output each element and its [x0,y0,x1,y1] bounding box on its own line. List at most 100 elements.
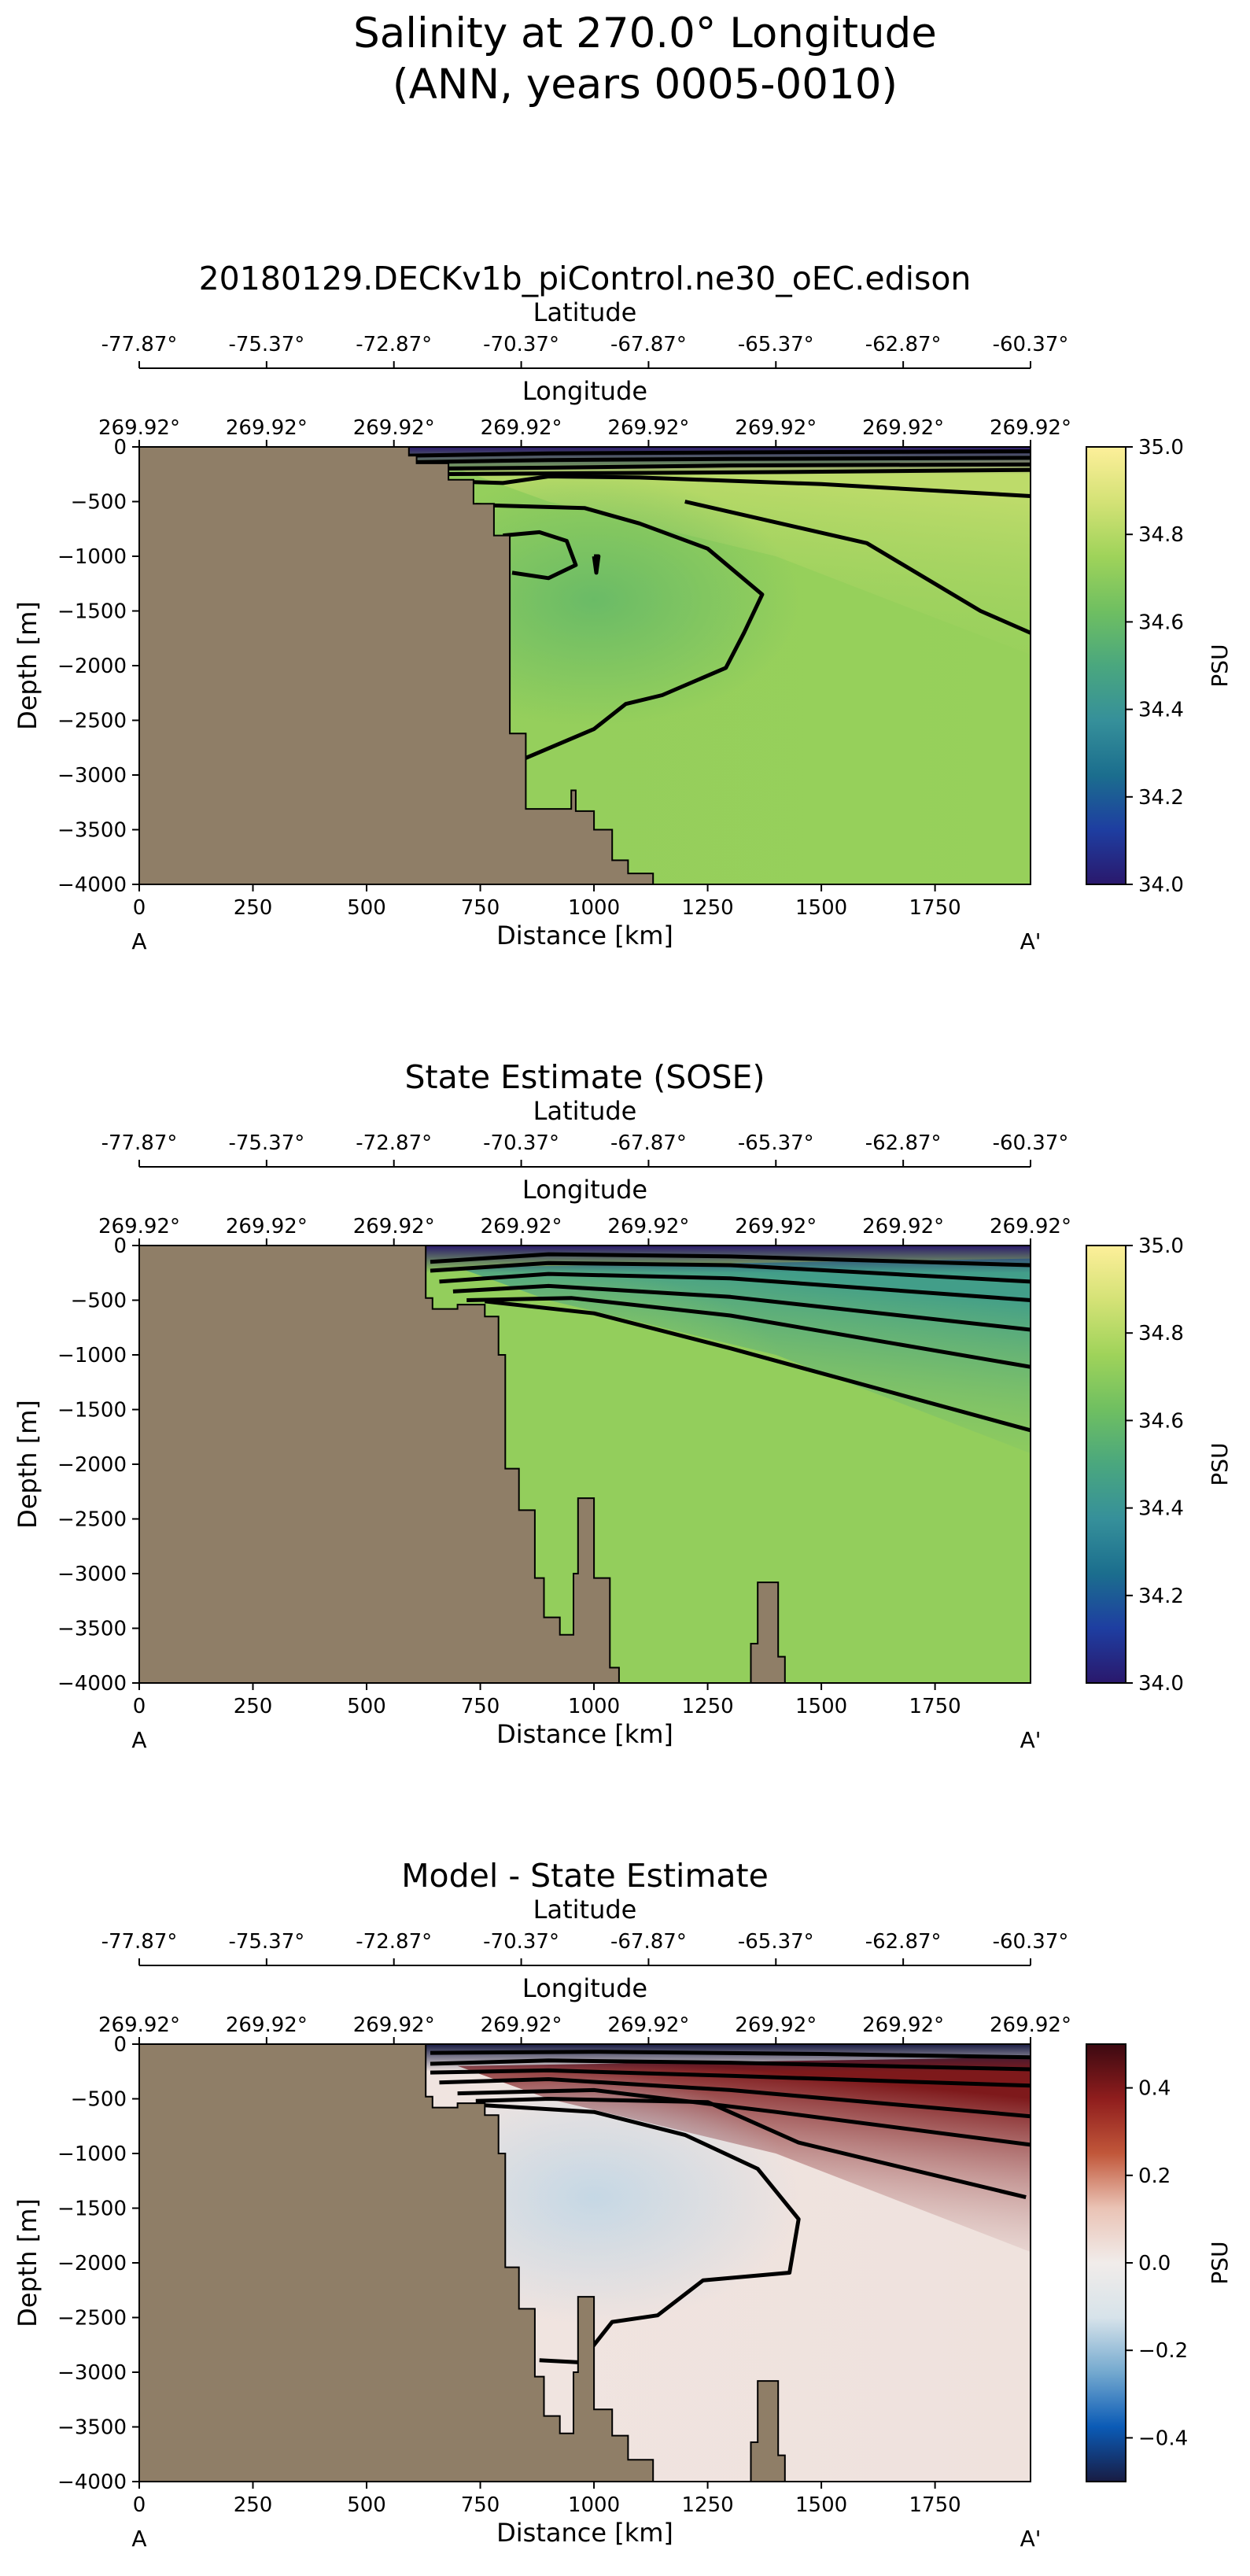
longitude-tick-label: 269.92° [481,416,562,440]
colorbar [1086,1245,1126,1684]
y-tick-label: −3500 [57,819,127,843]
y-axis-label: Depth [m] [13,1400,42,1529]
y-tick-label: −3000 [57,2361,127,2385]
latitude-tick-label: -60.37° [993,1930,1069,1954]
y-tick-label: 0 [113,2033,127,2057]
contour-line [485,1299,1031,1433]
y-tick-label: −2000 [57,655,127,678]
seamount [750,1581,786,1683]
x-axis-label: Distance [km] [496,1719,673,1749]
y-tick-label: −3000 [57,1563,127,1586]
x-tick-label: 250 [234,896,273,920]
plot-area [139,1246,1031,1683]
latitude-axis-label: Latitude [533,1096,637,1126]
section-start-label: A [131,1727,146,1753]
longitude-tick-label: 269.92° [990,416,1071,440]
longitude-tick-label: 269.92° [735,416,817,440]
section-end-label: A' [1020,1727,1042,1753]
y-tick-label: −3500 [57,1618,127,1641]
longitude-tick-label: 269.92° [735,1215,817,1238]
longitude-axis-label: Longitude [522,376,647,406]
contour-line [439,1271,1031,1302]
x-tick-label: 250 [234,1695,273,1718]
colorbar-tick-label: 34.6 [1138,1409,1184,1433]
contour-line [466,1296,1031,1369]
latitude-tick-label: -62.87° [865,1930,942,1954]
contour-line [475,2097,1027,2200]
y-tick-label: −1000 [57,545,127,569]
latitude-tick-label: -67.87° [610,333,687,356]
latitude-tick-label: -72.87° [356,1131,432,1155]
y-tick-label: −1500 [57,600,127,624]
plot-area [139,447,1031,884]
section-start-label: A [131,928,146,954]
longitude-tick-label: 269.92° [607,2013,689,2037]
contour-line [684,500,1031,635]
contour-line [430,2068,1031,2088]
y-tick-label: −3000 [57,764,127,788]
longitude-tick-label: 269.92° [353,2013,435,2037]
longitude-tick-label: 269.92° [607,1215,689,1238]
latitude-axis-label: Latitude [533,297,637,327]
latitude-tick-label: -65.37° [738,1131,814,1155]
latitude-tick-label: -75.37° [228,1930,304,1954]
colorbar-tick-label: 34.2 [1138,786,1184,810]
x-tick-label: 1750 [909,1695,961,1718]
longitude-tick-label: 269.92° [353,416,435,440]
colorbar-tick-label: 34.2 [1138,1585,1184,1608]
colorbar-tick-label: 34.6 [1138,611,1184,634]
latitude-tick-label: -62.87° [865,1131,942,1155]
colorbar-tick-label: −0.2 [1138,2339,1188,2363]
colorbar-label: PSU [1207,1442,1233,1485]
x-tick-label: 1000 [568,1695,620,1718]
longitude-tick-label: 269.92° [98,416,180,440]
panel-title: Model - State Estimate [401,1857,769,1895]
y-tick-label: −2500 [57,710,127,733]
y-tick-label: −2000 [57,1453,127,1477]
y-tick-label: −500 [71,491,127,515]
x-tick-label: 0 [133,2493,146,2517]
panel-title: State Estimate (SOSE) [405,1058,765,1096]
y-tick-label: −1500 [57,2198,127,2221]
contour-line [421,467,1031,477]
latitude-tick-label: -65.37° [738,1930,814,1954]
latitude-tick-label: -67.87° [610,1131,687,1155]
latitude-tick-label: -75.37° [228,1131,304,1155]
colorbar-tick-label: 34.0 [1138,1672,1184,1696]
latitude-tick-label: -72.87° [356,333,432,356]
x-tick-label: 1500 [795,1695,847,1718]
land-mask [139,1246,620,1683]
colorbar-tick-label: 34.4 [1138,1497,1184,1521]
y-tick-label: −1000 [57,2142,127,2166]
latitude-tick-label: -70.37° [483,1131,559,1155]
contour-line [430,2050,1031,2060]
x-tick-label: 500 [347,1695,386,1718]
latitude-tick-label: -77.87° [101,1930,178,1954]
latitude-tick-label: -60.37° [993,333,1069,356]
longitude-tick-label: 269.92° [990,2013,1071,2037]
section-end-label: A' [1020,928,1042,954]
contour-line [430,1260,1031,1284]
longitude-tick-label: 269.92° [98,2013,180,2037]
x-tick-label: 1500 [795,2493,847,2517]
longitude-tick-label: 269.92° [353,1215,435,1238]
x-tick-label: 750 [461,2493,500,2517]
contour-line [411,462,1031,471]
panel-2: State Estimate (SOSE)Latitude -77.87° -75.… [13,1058,1233,1753]
longitude-tick-label: 269.92° [226,416,308,440]
colorbar [1086,446,1126,885]
latitude-tick-label: -77.87° [101,1131,178,1155]
land-mask [139,2044,654,2482]
panel-title: 20180129.DECKv1b_piControl.ne30_oEC.edis… [199,260,972,297]
x-tick-label: 1750 [909,896,961,920]
contour-line [408,449,1031,458]
latitude-tick-label: -70.37° [483,1930,559,1954]
y-axis-label: Depth [m] [13,601,42,730]
section-start-label: A [131,2526,146,2552]
latitude-tick-label: -75.37° [228,333,304,356]
longitude-axis-label: Longitude [522,1175,647,1205]
longitude-tick-label: 269.92° [862,2013,944,2037]
contour-line [475,503,765,764]
